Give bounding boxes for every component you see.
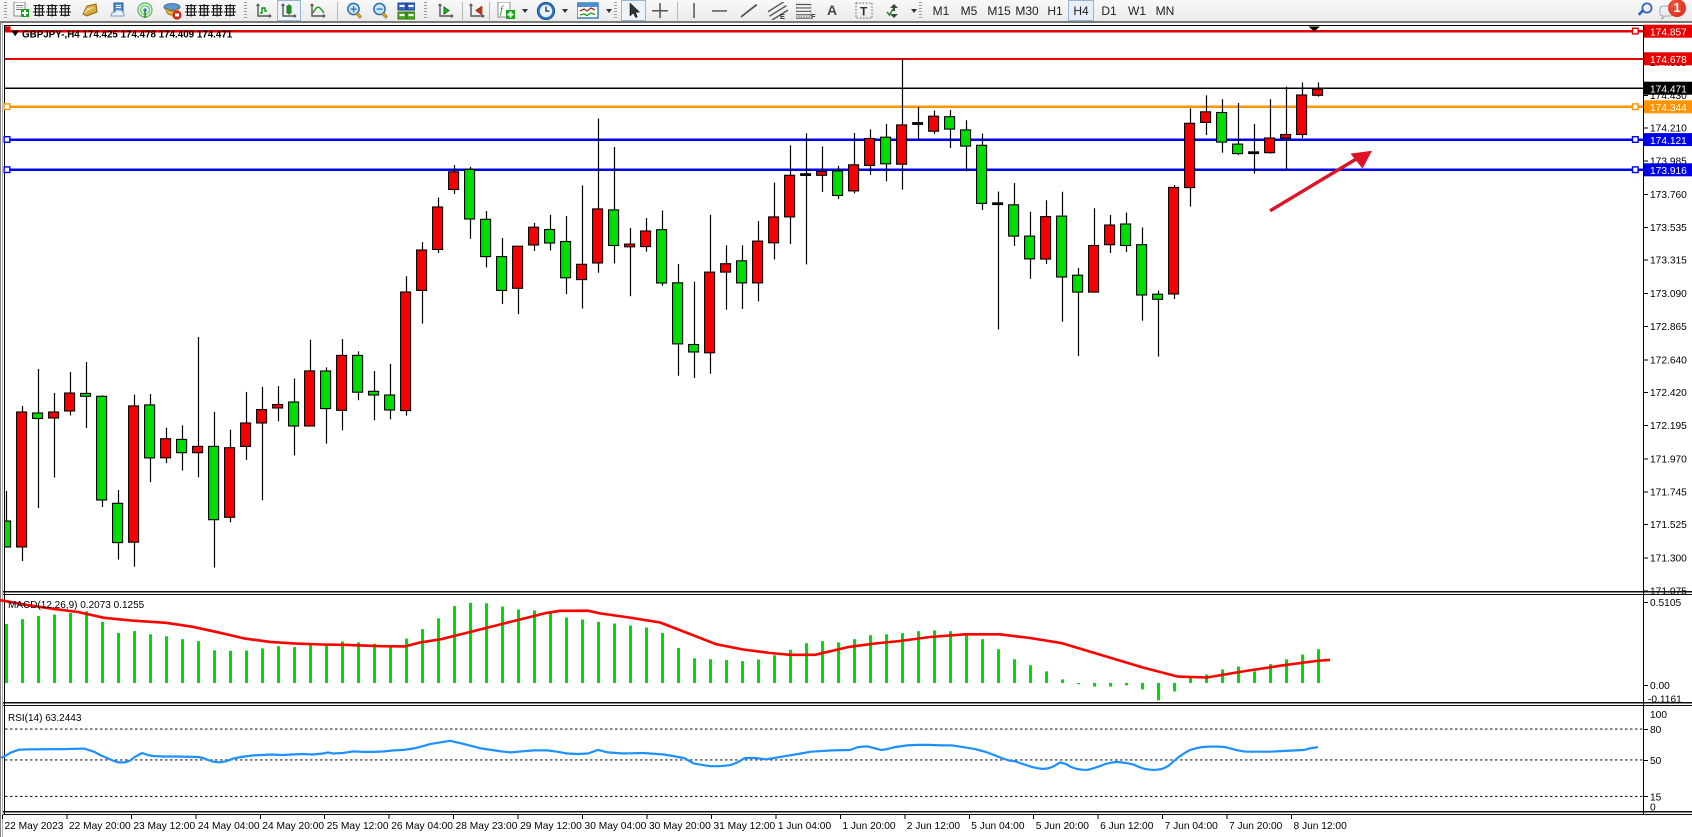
svg-text:173.916: 173.916 [1650, 166, 1687, 177]
svg-text:30 May 20:00: 30 May 20:00 [649, 821, 711, 832]
svg-text:173.090: 173.090 [1650, 289, 1687, 300]
svg-text:0: 0 [1650, 803, 1656, 814]
svg-text:171.075: 171.075 [1650, 587, 1687, 598]
svg-text:24 May 04:00: 24 May 04:00 [198, 821, 260, 832]
svg-text:f: f [500, 5, 504, 16]
svg-text:-0.1161: -0.1161 [1648, 695, 1682, 706]
svg-text:5 Jun 04:00: 5 Jun 04:00 [971, 821, 1025, 832]
svg-text:T: T [860, 5, 868, 19]
svg-text:173.315: 173.315 [1650, 256, 1687, 267]
svg-text:31 May 12:00: 31 May 12:00 [713, 821, 775, 832]
svg-text:1 Jun 04:00: 1 Jun 04:00 [778, 821, 832, 832]
svg-text:174.430: 174.430 [1650, 91, 1687, 102]
svg-text:28 May 23:00: 28 May 23:00 [456, 821, 518, 832]
svg-text:F: F [811, 12, 816, 20]
svg-text:0.00: 0.00 [1650, 681, 1670, 692]
svg-text:174.121: 174.121 [1650, 136, 1687, 147]
svg-text:26 May 04:00: 26 May 04:00 [391, 821, 453, 832]
svg-text:174.344: 174.344 [1650, 103, 1687, 114]
svg-text:173.760: 173.760 [1650, 190, 1687, 201]
svg-text:7 Jun 20:00: 7 Jun 20:00 [1229, 821, 1283, 832]
svg-text:7 Jun 04:00: 7 Jun 04:00 [1165, 821, 1219, 832]
svg-text:30 May 04:00: 30 May 04:00 [585, 821, 647, 832]
svg-text:GBPJPY-,H4 174.425 174.478 17: GBPJPY-,H4 174.425 174.478 174.409 174.4… [22, 30, 233, 41]
svg-text:22 May 20:00: 22 May 20:00 [69, 821, 131, 832]
svg-text:171.300: 171.300 [1650, 553, 1687, 564]
svg-text:171.970: 171.970 [1650, 454, 1687, 465]
svg-text:6 Jun 12:00: 6 Jun 12:00 [1100, 821, 1154, 832]
svg-text:172.420: 172.420 [1650, 388, 1687, 399]
svg-text:80: 80 [1650, 725, 1662, 736]
svg-text:15: 15 [1650, 793, 1662, 804]
svg-text:171.525: 171.525 [1650, 520, 1687, 531]
svg-text:173.535: 173.535 [1650, 223, 1687, 234]
svg-text:RSI(14) 63.2443: RSI(14) 63.2443 [8, 713, 82, 724]
svg-text:100: 100 [1650, 710, 1667, 721]
svg-text:8 Jun 12:00: 8 Jun 12:00 [1294, 821, 1348, 832]
svg-text:5 Jun 20:00: 5 Jun 20:00 [1036, 821, 1090, 832]
svg-text:24 May 20:00: 24 May 20:00 [262, 821, 324, 832]
svg-text:172.865: 172.865 [1650, 322, 1687, 333]
svg-text:174.678: 174.678 [1650, 55, 1687, 66]
svg-text:29 May 12:00: 29 May 12:00 [520, 821, 582, 832]
svg-text:0.5105: 0.5105 [1650, 598, 1681, 609]
svg-text:174.210: 174.210 [1650, 124, 1687, 135]
svg-text:2 Jun 12:00: 2 Jun 12:00 [907, 821, 961, 832]
svg-text:E: E [780, 12, 785, 20]
svg-text:MACD(12,26,9) 0.2073 0.1255: MACD(12,26,9) 0.2073 0.1255 [8, 600, 145, 611]
svg-text:25 May 12:00: 25 May 12:00 [327, 821, 389, 832]
svg-text:23 May 12:00: 23 May 12:00 [133, 821, 195, 832]
svg-text:174.857: 174.857 [1650, 27, 1687, 38]
svg-text:172.640: 172.640 [1650, 355, 1687, 366]
svg-text:173.985: 173.985 [1650, 157, 1687, 168]
svg-text:174.471: 174.471 [1650, 84, 1687, 95]
svg-text:50: 50 [1650, 756, 1662, 767]
svg-text:172.195: 172.195 [1650, 421, 1687, 432]
svg-text:1 Jun 20:00: 1 Jun 20:00 [842, 821, 896, 832]
svg-text:22 May 2023: 22 May 2023 [5, 821, 64, 832]
svg-text:171.745: 171.745 [1650, 488, 1687, 499]
